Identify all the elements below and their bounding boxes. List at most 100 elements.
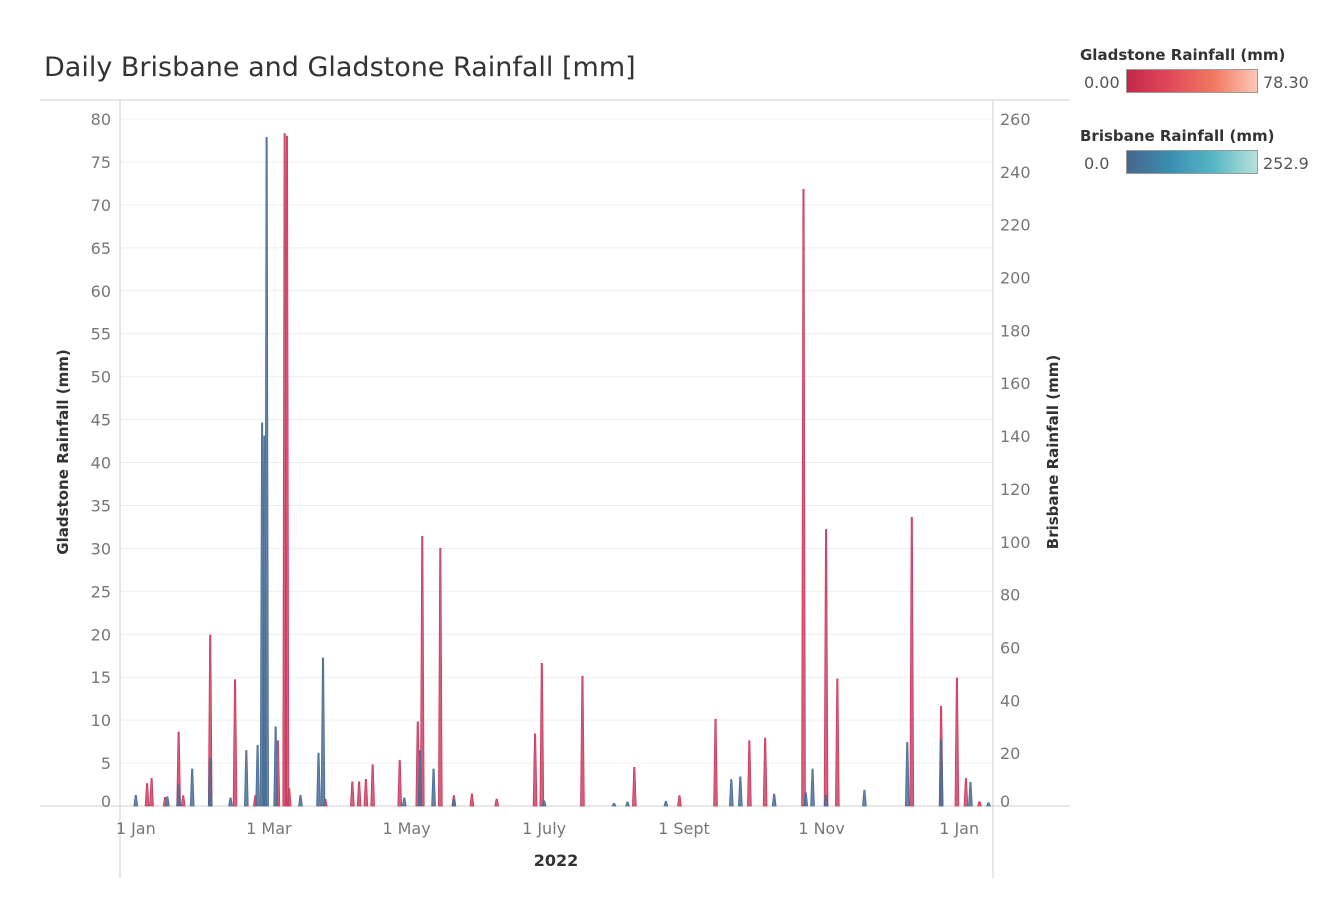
area-spike-gladstone <box>438 547 443 807</box>
y-left-tick-label: 65 <box>91 239 111 258</box>
area-spike-brisbane <box>451 798 457 807</box>
y-right-tick-label: 0 <box>1000 792 1010 811</box>
y-left-tick-label: 5 <box>101 754 111 773</box>
area-spike-brisbane <box>273 726 278 807</box>
area-spike-brisbane <box>938 739 944 807</box>
area-spike-gladstone <box>963 778 969 807</box>
area-spike-brisbane <box>625 801 631 807</box>
area-spike-brisbane <box>320 657 326 807</box>
area-spike-gladstone <box>469 793 475 807</box>
y-right-tick-label: 160 <box>1000 374 1031 393</box>
y-left-tick-label: 20 <box>91 625 111 644</box>
area-spike-brisbane <box>729 779 734 807</box>
area-spike-brisbane <box>810 768 815 807</box>
area-spike-brisbane <box>771 793 777 807</box>
area-spike-brisbane <box>663 800 669 807</box>
y-right-tick-label: 260 <box>1000 110 1031 129</box>
area-spike-brisbane <box>431 768 436 807</box>
y-right-tick-label: 200 <box>1000 269 1031 288</box>
y-right-tick-label: 120 <box>1000 480 1031 499</box>
legend-gradient-gladstone <box>1126 69 1258 93</box>
area-spike-brisbane <box>611 802 617 807</box>
x-axis-label: 2022 <box>534 851 579 870</box>
area-spike-gladstone <box>397 760 403 807</box>
area-spike-gladstone <box>909 517 915 807</box>
chart-title: Daily Brisbane and Gladstone Rainfall [m… <box>44 52 636 83</box>
area-spike-brisbane <box>244 750 249 807</box>
area-spike-gladstone <box>363 778 369 807</box>
area-spike-brisbane <box>228 797 233 807</box>
area-spike-brisbane <box>803 792 809 807</box>
area-spike-brisbane <box>823 795 829 807</box>
area-spike-brisbane <box>401 797 407 807</box>
y-right-tick-label: 180 <box>1000 321 1031 340</box>
area-spike-gladstone <box>286 788 292 807</box>
y-right-tick-label: 100 <box>1000 533 1031 552</box>
y-left-tick-label: 10 <box>91 711 111 730</box>
area-spike-gladstone <box>370 764 375 807</box>
y-right-axis-label: Brisbane Rainfall (mm) <box>1044 355 1062 549</box>
legend-min-gladstone: 0.00 <box>1084 73 1120 92</box>
y-left-tick-label: 15 <box>91 668 111 687</box>
area-spike-gladstone <box>356 781 362 807</box>
y-right-tick-label: 220 <box>1000 216 1031 235</box>
y-left-tick-label: 80 <box>91 110 111 129</box>
legend-max-brisbane: 252.9 <box>1263 154 1309 173</box>
y-right-tick-label: 20 <box>1000 744 1020 763</box>
y-left-tick-label: 50 <box>91 368 111 387</box>
area-spike-gladstone <box>762 737 768 807</box>
area-spike-brisbane <box>298 795 303 807</box>
area-spike-gladstone <box>144 783 150 807</box>
legend-min-brisbane: 0.0 <box>1084 154 1110 173</box>
series-gladstone <box>144 133 982 807</box>
y-left-tick-label: 60 <box>91 282 111 301</box>
area-spike-gladstone <box>180 795 186 807</box>
x-tick-label: 1 Nov <box>798 819 845 838</box>
area-spike-gladstone <box>677 795 682 807</box>
area-spike-brisbane <box>985 802 991 807</box>
y-left-tick-label: 35 <box>91 496 111 515</box>
area-spike-gladstone <box>532 733 538 807</box>
area-spike-brisbane <box>176 784 181 807</box>
area-spike-gladstone <box>835 678 840 807</box>
area-spike-brisbane <box>541 800 547 807</box>
area-spike-brisbane <box>417 750 423 807</box>
area-spike-gladstone <box>801 189 806 807</box>
area-spike-brisbane <box>904 742 910 807</box>
y-right-tick-label: 60 <box>1000 638 1020 657</box>
area-spike-gladstone <box>350 781 355 807</box>
legend-gladstone[interactable]: Gladstone Rainfall (mm) 0.00 78.30 <box>1080 46 1309 95</box>
y-right-tick-label: 40 <box>1000 691 1020 710</box>
legend-max-gladstone: 78.30 <box>1263 73 1309 92</box>
area-spike-brisbane <box>133 795 139 807</box>
y-left-tick-label: 75 <box>91 153 111 172</box>
area-spike-brisbane <box>189 768 195 807</box>
y-right-tick-label: 240 <box>1000 163 1031 182</box>
area-spike-brisbane <box>738 776 743 807</box>
area-spike-brisbane <box>165 796 170 807</box>
area-spike-gladstone <box>232 679 238 807</box>
y-left-tick-label: 45 <box>91 411 111 430</box>
y-left-axis-label: Gladstone Rainfall (mm) <box>54 349 72 554</box>
legend-title-gladstone: Gladstone Rainfall (mm) <box>1080 46 1286 64</box>
area-spike-gladstone <box>419 535 425 807</box>
x-tick-label: 1 Jan <box>939 819 979 838</box>
area-spike-brisbane <box>264 137 269 807</box>
x-tick-label: 1 Jan <box>116 819 156 838</box>
x-tick-label: 1 July <box>522 819 566 838</box>
legend-title-brisbane: Brisbane Rainfall (mm) <box>1080 127 1275 145</box>
x-tick-label: 1 Sept <box>658 819 710 838</box>
y-left-tick-label: 0 <box>101 792 111 811</box>
area-spike-brisbane <box>207 758 213 807</box>
y-left-tick-label: 40 <box>91 454 111 473</box>
area-spike-gladstone <box>632 766 637 807</box>
chart-area: 0 5 10 15 20 25 30 35 40 45 50 55 60 65 70 75 80 0 20 40 60 8… <box>40 99 1070 878</box>
y-left-tick-label: 25 <box>91 582 111 601</box>
legend-gradient-brisbane <box>1126 150 1258 174</box>
y-right-tick-label: 80 <box>1000 586 1020 605</box>
area-spike-gladstone <box>494 798 500 807</box>
x-tick-label: 1 May <box>382 819 430 838</box>
area-spike-brisbane <box>255 744 260 807</box>
legend-brisbane[interactable]: Brisbane Rainfall (mm) 0.0 252.9 <box>1080 127 1309 176</box>
y-left-tick-label: 70 <box>91 196 111 215</box>
